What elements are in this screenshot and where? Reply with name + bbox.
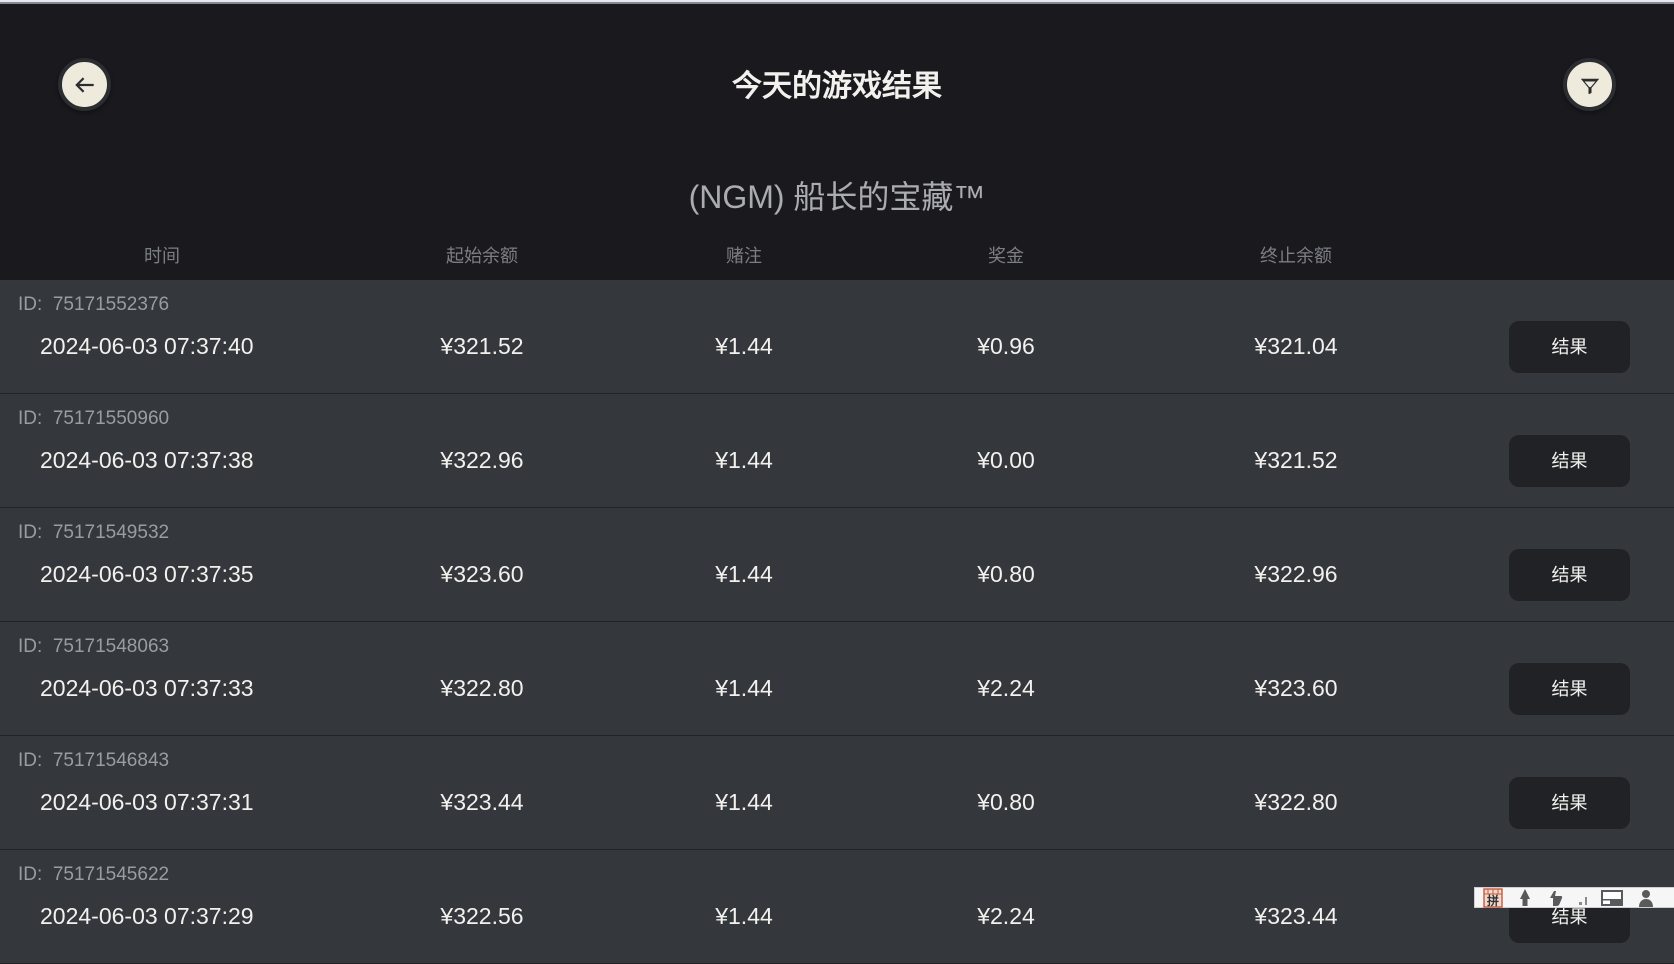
svg-text:拼: 拼 [1487, 893, 1499, 908]
